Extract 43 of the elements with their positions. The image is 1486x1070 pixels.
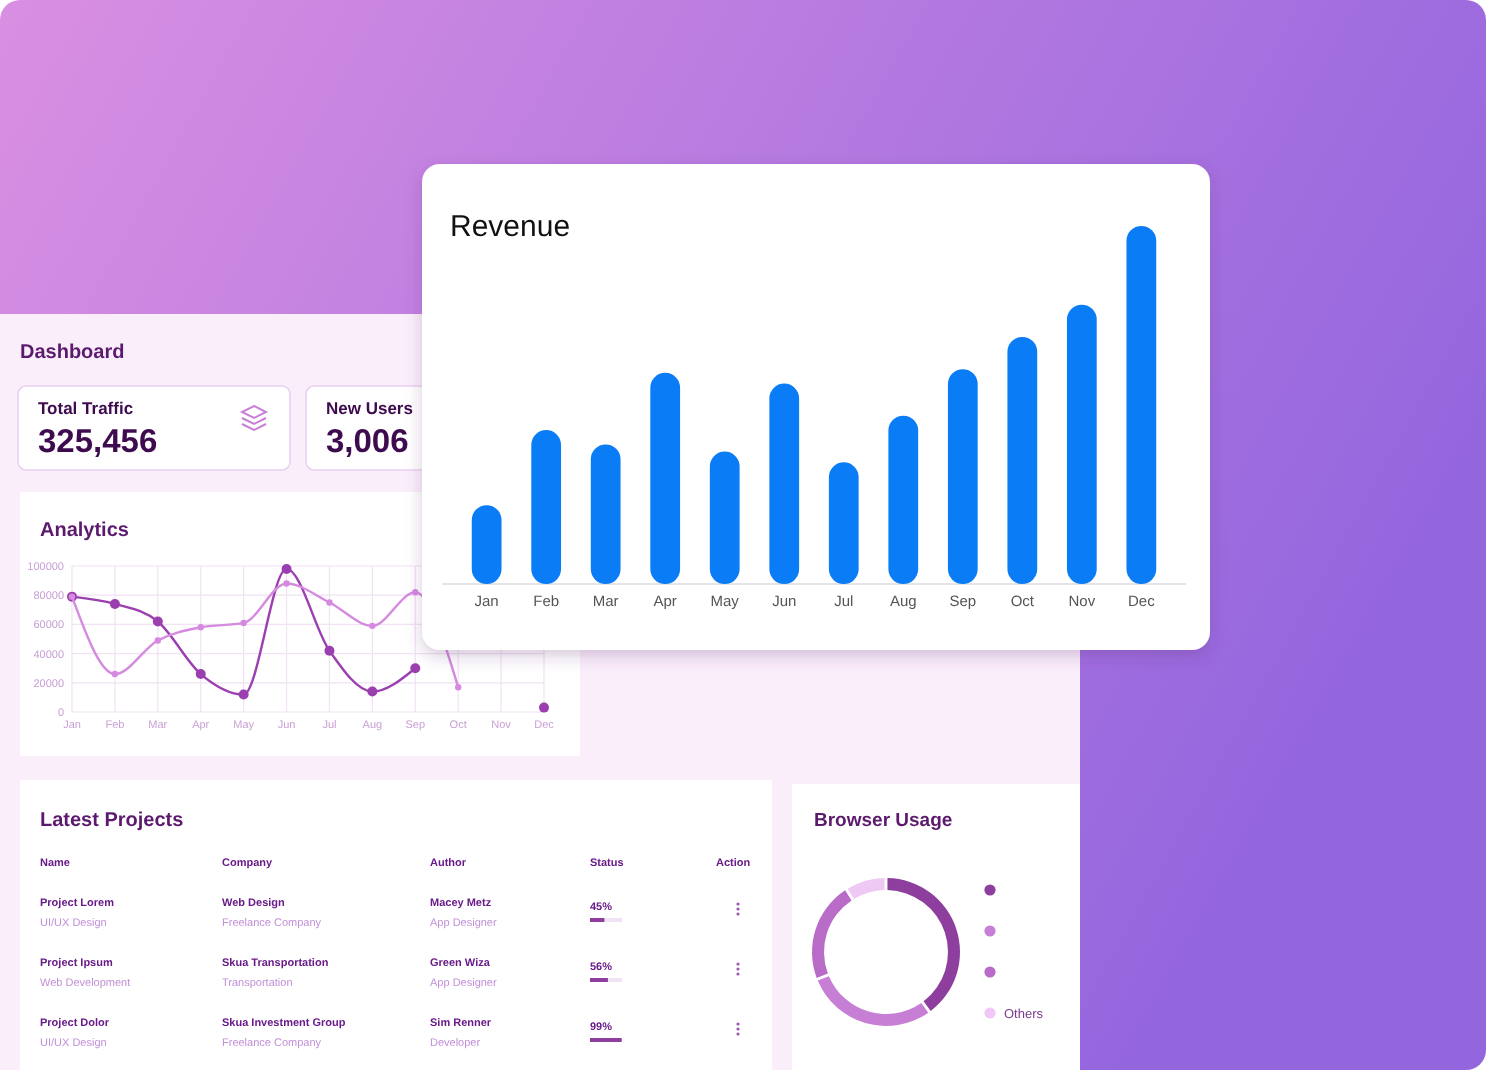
bar: [1066, 304, 1097, 584]
text: Latest Projects: [40, 810, 185, 832]
donut-slice: [817, 976, 929, 1026]
text: Total Traffic: [38, 398, 134, 418]
bar: [590, 444, 621, 584]
point: [111, 670, 119, 678]
bar: [828, 462, 859, 584]
point: [454, 683, 462, 691]
point: [410, 663, 421, 674]
point: [240, 619, 247, 627]
text: 3,006: [326, 424, 409, 460]
point: [326, 599, 333, 606]
donut-slice: [812, 890, 852, 978]
bar: [650, 372, 681, 584]
bar: [769, 383, 800, 584]
donut-slice: [847, 878, 885, 899]
point: [283, 580, 290, 587]
point: [367, 686, 378, 697]
point: [195, 669, 206, 680]
bar: [1126, 226, 1157, 584]
point: [152, 616, 163, 627]
bar: [947, 369, 978, 584]
bar: [709, 451, 740, 584]
point: [369, 622, 376, 630]
text: Dashboard: [20, 342, 125, 364]
point: [539, 702, 549, 713]
point: [109, 598, 120, 609]
point: [281, 563, 292, 574]
point: [412, 589, 419, 596]
text: 325,456: [38, 424, 158, 460]
bar: [1007, 336, 1038, 584]
chart-title: Analytics: [40, 520, 130, 542]
chart-title: Revenue: [450, 210, 571, 244]
bar: [888, 415, 919, 584]
bar: [471, 505, 502, 584]
donut-slice: [887, 878, 960, 1011]
bar: [531, 430, 562, 584]
point: [154, 637, 162, 644]
text: New Users: [326, 398, 414, 418]
point: [238, 689, 249, 700]
chart-title: Browser Usage: [814, 810, 953, 832]
point: [324, 645, 335, 656]
point: [197, 624, 204, 631]
